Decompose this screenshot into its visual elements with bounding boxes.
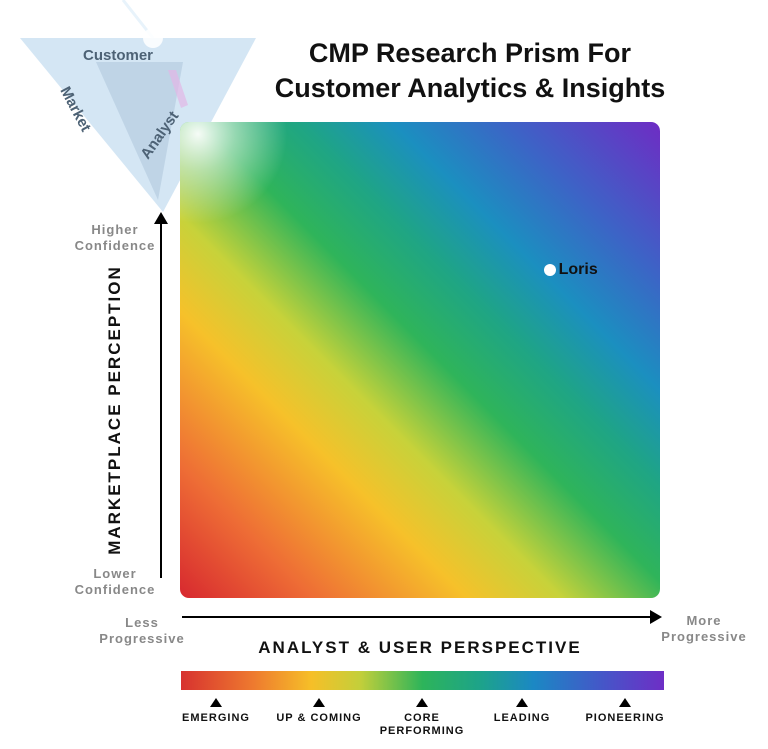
svg-text:Customer: Customer: [83, 47, 153, 64]
scale-tick-emerging: EMERGING: [161, 698, 271, 725]
scale-tick-pioneering: PIONEERING: [570, 698, 680, 725]
title-line-1: CMP Research Prism For: [308, 38, 632, 68]
plot-area: Loris: [180, 122, 660, 598]
triangle-icon: [210, 698, 222, 707]
x-axis-title: ANALYST & USER PERSPECTIVE: [258, 638, 582, 657]
x-low-label: Less Progressive: [99, 615, 185, 646]
triangle-icon: [313, 698, 325, 707]
y-low-label: Lower Confidence: [74, 566, 156, 597]
points-layer: Loris: [180, 122, 660, 598]
y-high-label: Higher Confidence: [74, 222, 156, 253]
x-axis-arrow-icon: [650, 610, 662, 624]
x-axis-line: [182, 616, 652, 618]
scale-tick-up-coming: UP & COMING: [264, 698, 374, 725]
triangle-icon: [516, 698, 528, 707]
scale-tick-core-performing: CORE PERFORMING: [368, 698, 476, 738]
triangle-icon: [416, 698, 428, 707]
y-axis-title: MARKETPLACE PERCEPTION: [105, 265, 124, 555]
maturity-scale-bar: [181, 671, 664, 690]
prism-logo: Customer Market Analyst: [20, 0, 256, 212]
chart-title: CMP Research Prism For Customer Analytic…: [200, 36, 740, 106]
x-high-label: More Progressive: [661, 613, 747, 644]
y-axis-arrow-icon: [154, 212, 168, 224]
triangle-icon: [619, 698, 631, 707]
data-point-label: Loris: [558, 260, 598, 278]
data-point: [543, 263, 556, 276]
y-axis-line: [160, 218, 162, 578]
scale-tick-leading: LEADING: [467, 698, 577, 725]
light-glow: [180, 122, 300, 242]
title-line-2: Customer Analytics & Insights: [274, 73, 666, 103]
